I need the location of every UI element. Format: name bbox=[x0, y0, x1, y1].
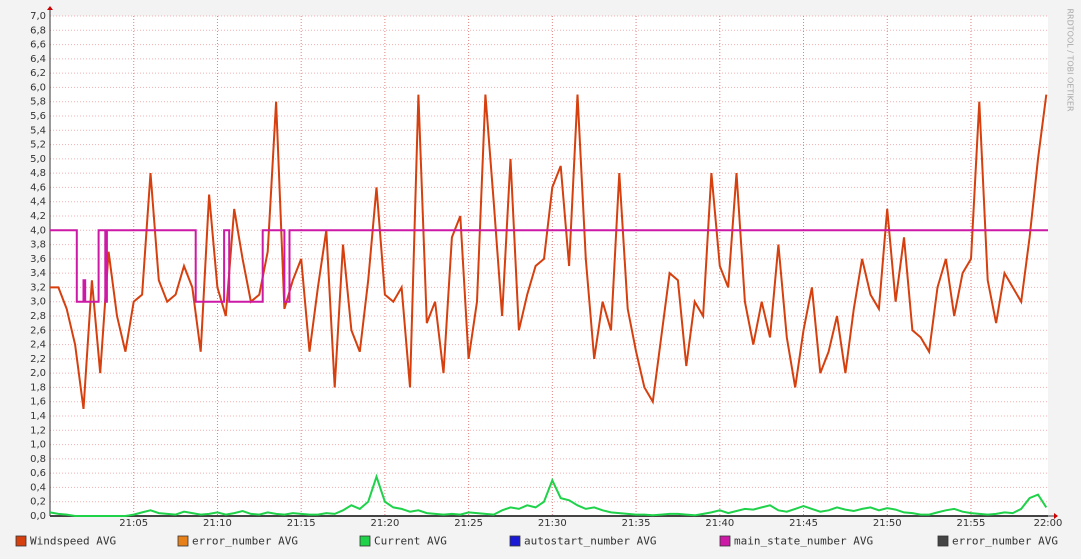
y-tick-label: 1,4 bbox=[30, 411, 46, 422]
y-tick-label: 0,6 bbox=[30, 468, 46, 479]
series-line bbox=[49, 473, 1048, 517]
legend-label: Current AVG bbox=[374, 535, 447, 548]
x-tick-label: 21:50 bbox=[873, 518, 902, 529]
x-tick-label: 21:35 bbox=[622, 518, 651, 529]
legend-label: autostart_number AVG bbox=[524, 535, 656, 548]
y-tick-label: 4,0 bbox=[30, 225, 46, 236]
y-tick-label: 5,8 bbox=[30, 97, 46, 108]
legend-swatch bbox=[509, 535, 521, 547]
legend-label: error_number AVG bbox=[952, 535, 1058, 548]
y-tick-label: 4,4 bbox=[30, 197, 46, 208]
y-tick-label: 2,8 bbox=[30, 311, 46, 322]
y-tick-label: 3,2 bbox=[30, 282, 46, 293]
x-tick-label: 21:20 bbox=[370, 518, 399, 529]
legend-label: error_number AVG bbox=[192, 535, 298, 548]
x-tick-label: 21:05 bbox=[119, 518, 148, 529]
y-tick-label: 2,0 bbox=[30, 368, 46, 379]
x-tick-label: 22:00 bbox=[1034, 518, 1063, 529]
y-tick-label: 4,6 bbox=[30, 182, 46, 193]
y-tick-label: 0,8 bbox=[30, 454, 46, 465]
y-tick-label: 4,8 bbox=[30, 168, 46, 179]
y-tick-label: 2,4 bbox=[30, 340, 46, 351]
legend-swatch bbox=[937, 535, 949, 547]
legend-label: main_state_number AVG bbox=[734, 535, 873, 548]
x-tick-label: 21:40 bbox=[705, 518, 734, 529]
y-tick-label: 6,4 bbox=[30, 54, 46, 65]
y-tick-label: 6,8 bbox=[30, 25, 46, 36]
y-tick-label: 7,0 bbox=[30, 11, 46, 22]
x-tick-label: 21:10 bbox=[203, 518, 232, 529]
y-tick-label: 1,0 bbox=[30, 440, 46, 451]
y-tick-label: 3,8 bbox=[30, 240, 46, 251]
y-tick-label: 6,0 bbox=[30, 82, 46, 93]
plot-area bbox=[50, 16, 1048, 516]
y-tick-label: 5,4 bbox=[30, 125, 46, 136]
y-tick-label: 0,4 bbox=[30, 482, 46, 493]
y-tick-label: 2,2 bbox=[30, 354, 46, 365]
x-tick-label: 21:15 bbox=[287, 518, 316, 529]
axis-arrow bbox=[1054, 513, 1058, 519]
y-tick-label: 2,6 bbox=[30, 325, 46, 336]
y-tick-label: 3,4 bbox=[30, 268, 46, 279]
y-tick-label: 3,0 bbox=[30, 297, 46, 308]
x-tick-label: 21:25 bbox=[454, 518, 483, 529]
series-line bbox=[50, 94, 1048, 410]
legend-swatch bbox=[15, 535, 27, 547]
legend-swatch bbox=[359, 535, 371, 547]
y-tick-label: 1,8 bbox=[30, 382, 46, 393]
x-tick-label: 21:45 bbox=[789, 518, 818, 529]
legend-swatch bbox=[719, 535, 731, 547]
axis-arrow bbox=[47, 6, 53, 10]
y-tick-label: 6,6 bbox=[30, 40, 46, 51]
y-tick-label: 6,2 bbox=[30, 68, 46, 79]
y-tick-label: 0,0 bbox=[30, 511, 46, 522]
y-tick-label: 1,6 bbox=[30, 397, 46, 408]
y-tick-label: 5,2 bbox=[30, 140, 46, 151]
y-tick-label: 3,6 bbox=[30, 254, 46, 265]
y-tick-label: 4,2 bbox=[30, 211, 46, 222]
watermark: RRDTOOL / TOBI OETIKER bbox=[1066, 8, 1075, 111]
x-tick-label: 21:55 bbox=[957, 518, 986, 529]
y-tick-label: 5,6 bbox=[30, 111, 46, 122]
y-tick-label: 5,0 bbox=[30, 154, 46, 165]
series-line bbox=[50, 229, 1048, 303]
y-tick-label: 0,2 bbox=[30, 497, 46, 508]
x-tick-label: 21:30 bbox=[538, 518, 567, 529]
legend-label: Windspeed AVG bbox=[30, 535, 116, 548]
y-tick-label: 1,2 bbox=[30, 425, 46, 436]
legend-swatch bbox=[177, 535, 189, 547]
